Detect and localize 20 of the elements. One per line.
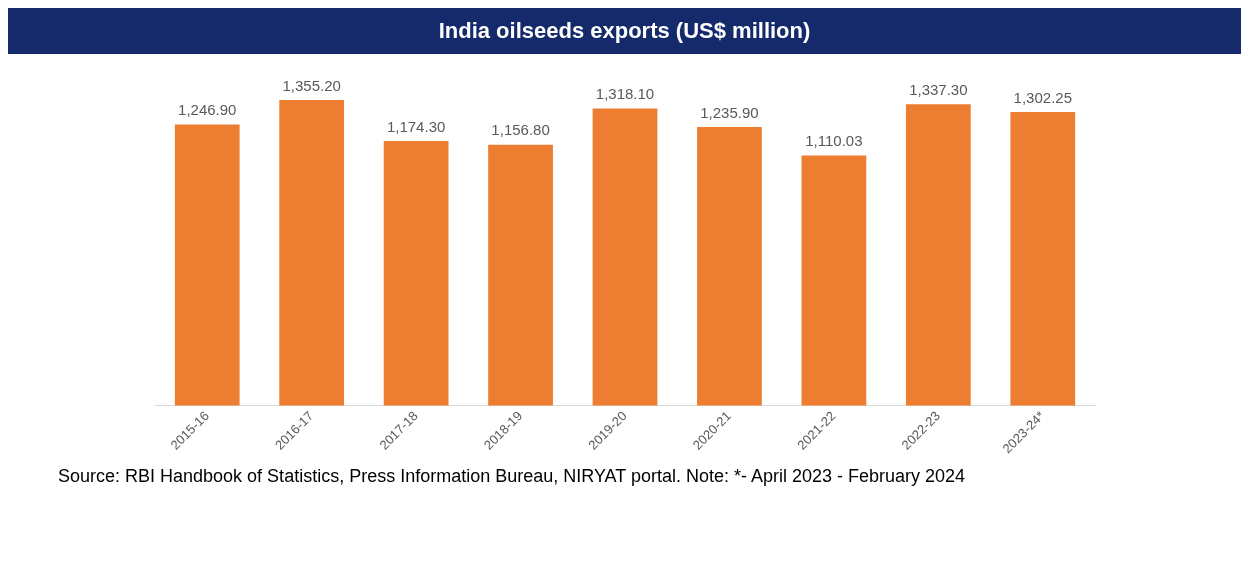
bar [905,104,971,406]
data-label: 1,318.10 [595,85,654,103]
data-label: 1,302.25 [1013,88,1072,106]
chart-title: India oilseeds exports (US$ million) [8,8,1241,54]
source-note: Source: RBI Handbook of Statistics, Press Information Bureau, NIRYAT portal. Note: *- April 2023 - February 2024 [58,466,967,487]
data-label: 1,355.20 [281,76,341,94]
data-label: 1,246.90 [177,101,236,119]
data-label: 1,235.90 [699,103,759,121]
bar [174,124,240,406]
bar [278,100,344,406]
bar [487,144,553,406]
bar [801,155,866,406]
data-label: 1,337.30 [908,80,968,98]
data-label: 1,174.30 [386,117,445,135]
data-label: 1,110.03 [804,132,863,150]
bar [592,108,657,406]
bar [1009,112,1075,406]
bar [383,140,448,406]
data-label: 1,156.80 [490,121,550,139]
bar [696,127,762,406]
